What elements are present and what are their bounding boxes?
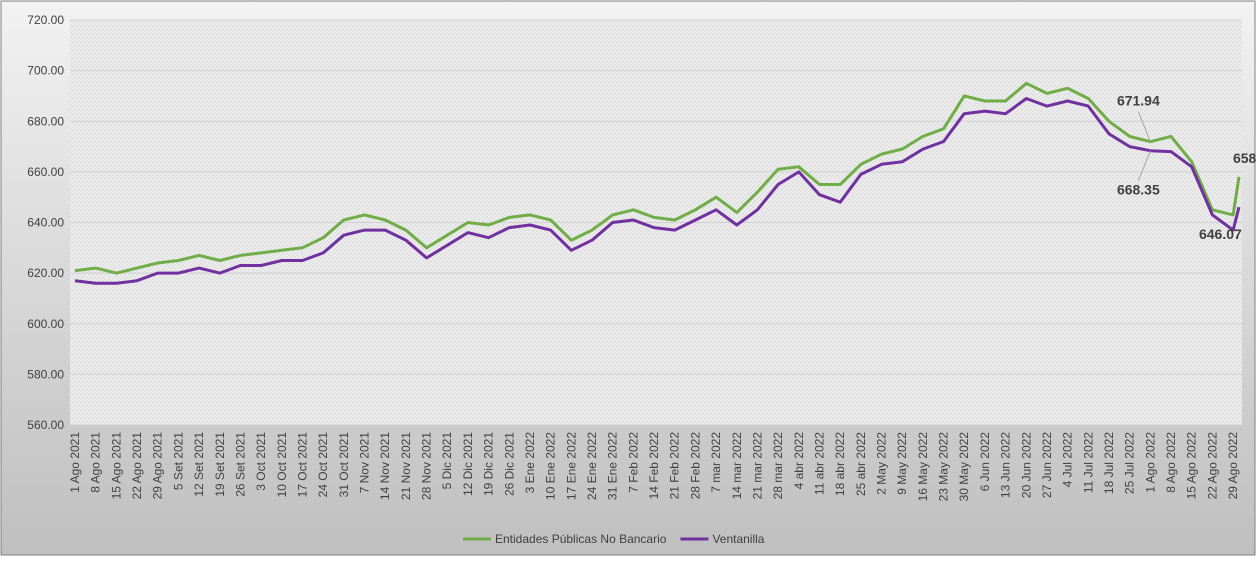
annotation: 646.07 bbox=[1199, 226, 1242, 242]
x-tick-label: 3 Oct 2021 bbox=[254, 432, 268, 491]
x-tick-label: 31 Oct 2021 bbox=[337, 432, 351, 498]
y-tick-label: 700.00 bbox=[27, 64, 64, 78]
x-tick-label: 18 abr 2022 bbox=[833, 432, 847, 496]
y-tick-label: 600.00 bbox=[27, 317, 64, 331]
x-tick-label: 16 May 2022 bbox=[916, 432, 930, 502]
y-tick-label: 640.00 bbox=[27, 216, 64, 230]
annotation: 668.35 bbox=[1117, 182, 1160, 198]
x-tick-label: 22 Ago 2021 bbox=[130, 432, 144, 500]
x-tick-label: 17 Ene 2022 bbox=[564, 432, 578, 500]
x-tick-label: 2 May 2022 bbox=[875, 432, 889, 495]
x-tick-label: 23 May 2022 bbox=[937, 432, 951, 502]
x-tick-label: 18 Jul 2022 bbox=[1102, 432, 1116, 494]
x-tick-label: 20 Jun 2022 bbox=[1019, 432, 1033, 498]
x-tick-label: 27 Jun 2022 bbox=[1040, 432, 1054, 498]
x-tick-label: 28 Feb 2022 bbox=[688, 432, 702, 500]
x-tick-label: 7 Nov 2021 bbox=[358, 432, 372, 494]
x-tick-label: 14 Feb 2022 bbox=[647, 432, 661, 500]
x-tick-label: 12 Set 2021 bbox=[192, 432, 206, 497]
x-tick-label: 11 abr 2022 bbox=[812, 432, 826, 495]
x-tick-label: 13 Jun 2022 bbox=[999, 432, 1013, 498]
leader-line bbox=[1137, 150, 1151, 181]
x-tick-label: 21 Nov 2021 bbox=[399, 432, 413, 500]
x-tick-label: 25 abr 2022 bbox=[854, 432, 868, 496]
annotation: 671.94 bbox=[1117, 93, 1160, 109]
x-tick-label: 10 Oct 2021 bbox=[275, 432, 289, 498]
x-tick-label: 3 Ene 2022 bbox=[523, 432, 537, 494]
x-tick-label: 4 abr 2022 bbox=[792, 432, 806, 490]
x-tick-label: 14 Nov 2021 bbox=[378, 432, 392, 500]
x-tick-label: 15 Ago 2022 bbox=[1185, 432, 1199, 500]
x-tick-label: 21 mar 2022 bbox=[750, 432, 764, 500]
x-tick-label: 21 Feb 2022 bbox=[668, 432, 682, 500]
x-tick-label: 28 mar 2022 bbox=[771, 432, 785, 500]
x-tick-label: 5 Dic 2021 bbox=[440, 432, 454, 490]
x-tick-label: 24 Oct 2021 bbox=[316, 432, 330, 498]
y-tick-label: 660.00 bbox=[27, 165, 64, 179]
x-tick-label: 8 Ago 2021 bbox=[89, 432, 103, 493]
x-tick-label: 9 May 2022 bbox=[895, 432, 909, 495]
annotation: 658.07 bbox=[1233, 150, 1256, 166]
series-line bbox=[74, 97, 1241, 285]
x-tick-label: 26 Dic 2021 bbox=[502, 432, 516, 496]
y-tick-label: 620.00 bbox=[27, 266, 64, 280]
x-tick-label: 31 Ene 2022 bbox=[606, 432, 620, 500]
x-tick-label: 17 Oct 2021 bbox=[295, 432, 309, 498]
x-tick-label: 7 mar 2022 bbox=[709, 432, 723, 493]
x-tick-label: 28 Nov 2021 bbox=[420, 432, 434, 500]
x-tick-label: 26 Set 2021 bbox=[233, 432, 247, 497]
series-line bbox=[74, 81, 1241, 275]
x-tick-label: 15 Ago 2021 bbox=[109, 432, 123, 500]
legend-label: Entidades Públicas No Bancario bbox=[495, 532, 667, 546]
x-tick-label: 29 Ago 2022 bbox=[1226, 432, 1240, 500]
x-tick-label: 12 Dic 2021 bbox=[461, 432, 475, 496]
leader-line bbox=[1137, 111, 1151, 142]
x-tick-label: 19 Set 2021 bbox=[213, 432, 227, 497]
x-tick-label: 24 Ene 2022 bbox=[585, 432, 599, 500]
x-tick-label: 6 Jun 2022 bbox=[978, 432, 992, 492]
x-tick-label: 7 Feb 2022 bbox=[626, 432, 640, 493]
x-tick-label: 22 Ago 2022 bbox=[1205, 432, 1219, 500]
y-tick-label: 580.00 bbox=[27, 367, 64, 381]
x-tick-label: 1 Ago 2022 bbox=[1143, 432, 1157, 493]
x-tick-label: 14 mar 2022 bbox=[730, 432, 744, 500]
y-tick-label: 560.00 bbox=[27, 418, 64, 432]
x-tick-label: 29 Ago 2021 bbox=[151, 432, 165, 500]
x-tick-label: 11 Jul 2022 bbox=[1081, 432, 1095, 493]
x-tick-label: 5 Set 2021 bbox=[171, 432, 185, 490]
x-tick-label: 1 Ago 2021 bbox=[68, 432, 82, 493]
y-tick-label: 720.00 bbox=[27, 13, 64, 27]
x-tick-label: 10 Ene 2022 bbox=[544, 432, 558, 500]
y-tick-label: 680.00 bbox=[27, 114, 64, 128]
legend-label: Ventanilla bbox=[712, 532, 764, 546]
x-tick-label: 19 Dic 2021 bbox=[482, 432, 496, 496]
x-tick-label: 4 Jul 2022 bbox=[1061, 432, 1075, 488]
x-tick-label: 25 Jul 2022 bbox=[1123, 432, 1137, 494]
x-tick-label: 30 May 2022 bbox=[957, 432, 971, 502]
x-tick-label: 8 Ago 2022 bbox=[1164, 432, 1178, 493]
